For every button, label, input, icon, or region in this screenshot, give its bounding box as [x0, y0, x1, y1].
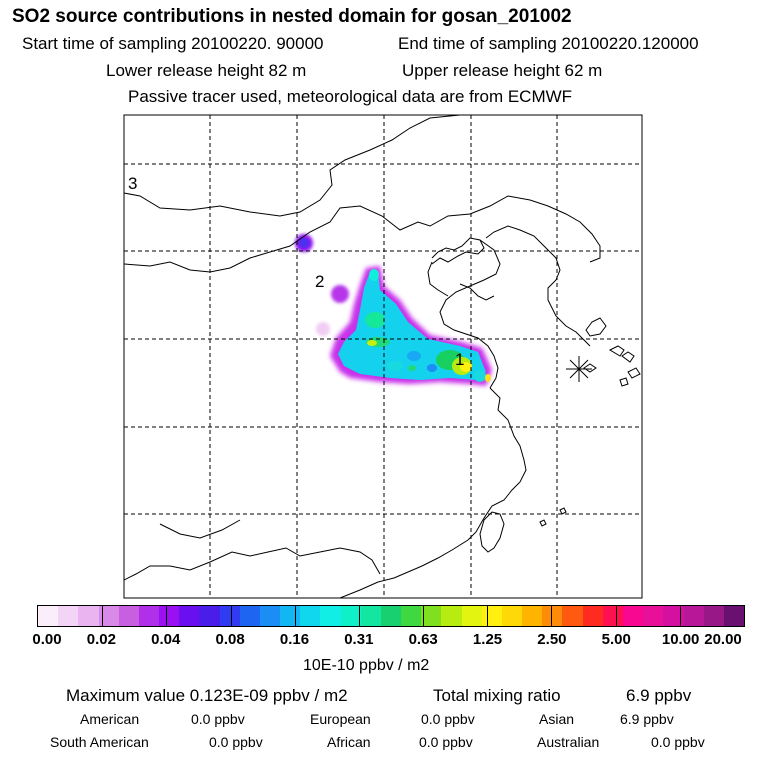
- region-asian-label: Asian: [539, 711, 575, 727]
- plot-title: SO2 source contributions in nested domai…: [12, 6, 572, 27]
- color-scale-cell: [138, 606, 160, 626]
- color-scale-tick-label: 0.00: [32, 631, 62, 648]
- color-scale-cell: [159, 606, 180, 626]
- upper-height-text: Upper release height 62 m: [402, 61, 603, 80]
- color-scale-cell: [703, 606, 724, 626]
- total-mixing-value: 6.9 ppbv: [626, 686, 692, 705]
- source-label-3: 3: [128, 174, 137, 193]
- region-australian-value: 0.0 ppbv: [651, 734, 705, 750]
- color-scale-tick-label: 0.08: [215, 631, 245, 648]
- color-scale-cell: [58, 606, 79, 626]
- lower-height-text: Lower release height 82 m: [106, 61, 307, 80]
- region-african-value: 0.0 ppbv: [419, 734, 473, 750]
- color-scale-cell: [582, 606, 603, 626]
- color-scale-tick-label: 0.16: [279, 631, 310, 648]
- color-scale-tick-label: 0.31: [344, 631, 374, 648]
- color-scale-cell: [481, 606, 502, 626]
- color-scale-tick-label: 0.04: [151, 631, 181, 648]
- color-scale-cell: [280, 606, 301, 626]
- color-scale-cell: [723, 606, 745, 626]
- color-scale-cell: [461, 606, 482, 626]
- color-scale-divider: [230, 606, 232, 626]
- region-american-label: American: [80, 711, 140, 727]
- color-scale-cell: [360, 606, 381, 626]
- color-scale-tick-label: 20.00: [704, 631, 742, 648]
- region-asian-value: 6.9 ppbv: [620, 711, 674, 727]
- color-scale-cell: [179, 606, 200, 626]
- color-scale-tick-label: 10.00: [661, 631, 700, 648]
- concentration-plume: [295, 234, 492, 386]
- color-scale-cell: [320, 606, 341, 626]
- map-grid: [124, 115, 642, 598]
- color-scale-cell: [380, 606, 402, 626]
- color-scale-cell: [441, 606, 462, 626]
- color-scale-divider: [679, 606, 681, 626]
- color-scale-divider: [294, 606, 296, 626]
- color-scale-cell: [78, 606, 99, 626]
- data-source-note: Passive tracer used, meteorological data…: [128, 87, 573, 106]
- color-scale-cell: [643, 606, 664, 626]
- asterisk-icon: [566, 356, 592, 382]
- region-european-label: European: [310, 711, 371, 727]
- color-scale-cell: [98, 606, 119, 626]
- region-south-american-label: South American: [50, 734, 149, 750]
- region-american-value: 0.0 ppbv: [191, 711, 245, 727]
- color-scale-tick-label: 0.02: [86, 631, 116, 648]
- color-scale-divider: [358, 606, 360, 626]
- end-time-text: End time of sampling 20100220.120000: [398, 34, 699, 53]
- map-panel: 1 2 3: [123, 114, 643, 599]
- color-scale-cell: [683, 606, 704, 626]
- color-scale-cell: [622, 606, 644, 626]
- region-australian-label: Australian: [537, 734, 600, 750]
- color-scale-cell: [259, 606, 281, 626]
- color-scale-cell: [602, 606, 623, 626]
- color-scale-cell: [663, 606, 684, 626]
- color-scale-cell: [38, 606, 59, 626]
- color-scale-cell: [219, 606, 240, 626]
- color-scale-cell: [501, 606, 523, 626]
- start-time-text: Start time of sampling 20100220. 90000: [22, 34, 324, 53]
- color-scale-divider: [487, 606, 489, 626]
- color-scale-divider: [102, 606, 104, 626]
- color-scale-tick-label: 5.00: [601, 631, 631, 648]
- color-scale-cell: [401, 606, 422, 626]
- color-scale-cell: [239, 606, 260, 626]
- source-label-2: 2: [315, 272, 324, 291]
- color-scale-tick-label: 2.50: [537, 631, 567, 648]
- region-african-label: African: [327, 734, 371, 750]
- map-frame: [123, 114, 643, 599]
- color-scale-bar: [37, 605, 745, 627]
- color-scale-divider: [166, 606, 168, 626]
- color-scale-cell: [300, 606, 321, 626]
- coastlines: [124, 115, 641, 598]
- color-scale-tick-label: 1.25: [472, 631, 503, 648]
- source-label-1: 1: [455, 350, 464, 369]
- color-scale-cell: [118, 606, 139, 626]
- color-scale-divider: [551, 606, 553, 626]
- color-scale-cell: [522, 606, 543, 626]
- color-scale-cell: [340, 606, 361, 626]
- color-scale-divider: [423, 606, 425, 626]
- color-scale-cell: [562, 606, 583, 626]
- color-scale-cell: [421, 606, 442, 626]
- color-scale-cell: [199, 606, 220, 626]
- color-scale-units: 10E-10 ppbv / m2: [303, 657, 430, 674]
- region-european-value: 0.0 ppbv: [421, 711, 475, 727]
- maximum-value-text: Maximum value 0.123E-09 ppbv / m2: [66, 686, 348, 705]
- color-scale-tick-label: 0.63: [408, 631, 438, 648]
- total-mixing-label: Total mixing ratio: [433, 686, 561, 705]
- color-scale-divider: [615, 606, 617, 626]
- region-south-american-value: 0.0 ppbv: [209, 734, 263, 750]
